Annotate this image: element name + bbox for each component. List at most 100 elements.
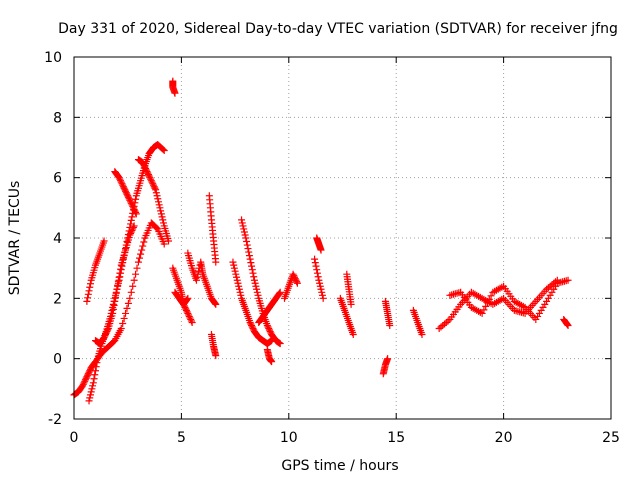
data-point: [117, 178, 125, 186]
data-point: [85, 368, 93, 376]
data-point: [142, 166, 150, 174]
data-point: [241, 231, 249, 239]
data-point: [347, 300, 355, 308]
data-point: [289, 270, 297, 278]
series-seg7: [169, 77, 179, 97]
data-point: [118, 180, 126, 188]
data-point: [246, 255, 254, 263]
data-point: [132, 208, 140, 216]
series-seg1: [70, 219, 168, 399]
y-tick-label: 6: [53, 171, 62, 187]
data-point: [129, 282, 137, 290]
data-point: [114, 277, 122, 285]
data-point: [119, 319, 127, 327]
data-point: [132, 195, 140, 203]
data-point: [483, 299, 491, 307]
x-tick-label: 25: [602, 430, 620, 446]
data-point: [248, 323, 256, 331]
data-point: [235, 285, 243, 293]
data-point: [127, 220, 135, 228]
data-point: [160, 240, 168, 248]
data-point: [316, 279, 324, 287]
series-seg6: [134, 156, 173, 245]
data-point: [249, 325, 257, 332]
data-point: [192, 276, 200, 284]
data-point: [485, 295, 493, 303]
data-point: [276, 288, 284, 296]
data-point: [183, 295, 191, 303]
data-point: [83, 297, 91, 305]
data-point: [231, 267, 239, 275]
data-point: [80, 379, 88, 387]
data-point: [212, 300, 220, 308]
data-point: [266, 328, 274, 336]
data-point: [253, 288, 261, 296]
data-point: [242, 234, 250, 242]
data-point: [115, 273, 123, 281]
data-point: [317, 246, 325, 254]
data-point: [482, 302, 490, 310]
data-point: [85, 397, 93, 405]
series-seg14: [238, 216, 284, 348]
data-point: [122, 189, 130, 197]
series-seg10: [184, 249, 220, 308]
series-seg2: [85, 140, 168, 405]
y-tick-label: 10: [44, 50, 62, 66]
data-point: [119, 183, 127, 191]
x-tick-label: 5: [177, 430, 186, 446]
data-point: [127, 228, 135, 236]
data-point: [236, 288, 244, 296]
series-seg17: [281, 270, 301, 302]
data-point: [250, 273, 258, 281]
data-point: [245, 248, 253, 256]
data-point: [229, 258, 237, 266]
data-point: [243, 238, 251, 246]
data-point: [86, 391, 94, 399]
data-point: [129, 223, 137, 231]
series-seg15: [255, 288, 284, 326]
data-point: [116, 269, 124, 277]
series-seg9: [171, 288, 192, 308]
data-point: [86, 280, 94, 288]
data-point: [100, 334, 108, 342]
data-point: [126, 196, 134, 204]
data-point: [291, 275, 299, 283]
data-point: [132, 270, 140, 278]
data-point: [418, 331, 426, 339]
data-point: [116, 175, 124, 183]
data-point: [315, 276, 323, 284]
data-point: [252, 282, 260, 290]
data-point: [171, 89, 179, 97]
data-point: [131, 207, 139, 215]
data-point: [124, 193, 132, 201]
data-point: [159, 146, 167, 154]
data-point: [85, 287, 93, 295]
data-point: [291, 273, 299, 281]
data-point: [154, 195, 162, 203]
data-point: [212, 258, 220, 266]
data-point: [113, 285, 121, 293]
data-point: [151, 184, 159, 192]
grid-lines: [74, 57, 611, 419]
data-point: [141, 163, 149, 171]
data-point: [245, 252, 253, 260]
data-point: [292, 276, 300, 284]
data-point: [386, 321, 394, 329]
data-point: [265, 326, 273, 334]
data-point: [93, 359, 101, 367]
data-point: [237, 291, 245, 299]
series-seg8: [169, 264, 196, 326]
data-point: [316, 282, 324, 290]
data-point: [248, 266, 256, 274]
data-point: [243, 241, 251, 249]
data-point: [126, 231, 134, 239]
data-point: [90, 375, 98, 383]
data-point: [187, 317, 195, 325]
data-point: [147, 177, 155, 185]
data-point: [114, 281, 122, 289]
data-point: [311, 259, 319, 267]
data-point: [165, 237, 173, 245]
data-point: [240, 228, 248, 236]
data-point: [127, 198, 135, 206]
